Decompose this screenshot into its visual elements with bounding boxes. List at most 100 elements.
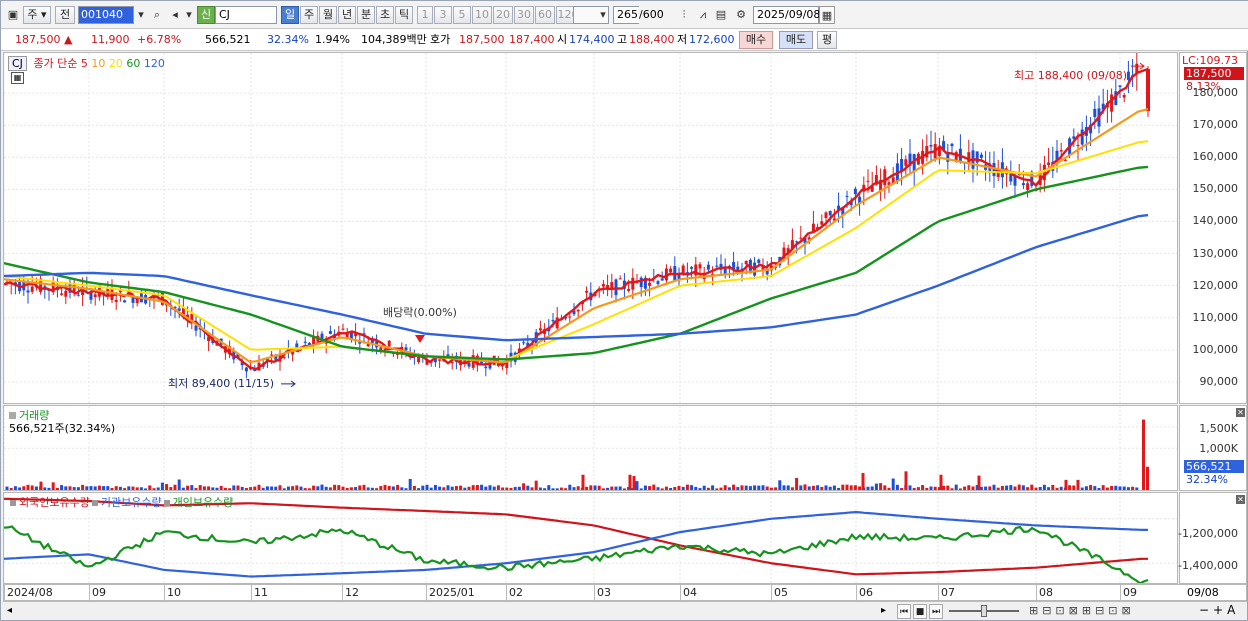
calendar-icon[interactable]: ▦ [819,6,835,24]
period-tab[interactable]: 주 [300,6,318,24]
period-tab[interactable]: 틱 [395,6,413,24]
candle-body [816,226,820,230]
volume-bar [946,485,950,490]
candle-body [841,208,845,216]
volume-bar [861,473,865,490]
prev-button[interactable]: 전 [55,6,75,24]
eval-button[interactable]: 평 [817,31,837,49]
volume-bar [1142,419,1145,490]
period-tab[interactable]: 초 [376,6,394,24]
close-icon[interactable]: ✕ [1236,495,1245,504]
minute-tab[interactable]: 5 [453,6,471,24]
volume-bar [727,487,731,490]
candles [5,53,1150,379]
candle-body [937,146,941,156]
volume-bar [358,485,362,490]
last-page-icon[interactable]: ⏭ [929,604,943,619]
volume-bar [165,484,169,490]
candle-body [1076,144,1080,147]
candle-body [312,336,316,345]
minute-tab[interactable]: 3 [434,6,452,24]
candle-body [828,210,832,216]
volume-bar [1047,487,1051,490]
volume-bar [303,488,307,490]
x-axis-label: 03 [597,586,611,599]
volume-bar [921,485,925,490]
table-icon[interactable]: ▦ [11,72,24,84]
stop-icon[interactable]: ■ [913,604,927,619]
minute-tab[interactable]: 60 [535,6,555,24]
volume-bar [450,486,454,490]
volume-bar [555,488,559,490]
volume-bar [1059,486,1063,490]
search-icon[interactable]: ⌕ [153,8,161,21]
volume-bar [526,485,530,490]
count-input[interactable]: 265 [613,6,639,24]
volume-bar [76,487,80,490]
volume-bar [606,487,610,490]
minute-tab[interactable]: 1 [417,6,433,24]
candle-body [1026,183,1030,190]
quote-bar: 187,500 ▲ 11,900 +6.78% 566,521 32.34% 1… [1,29,1248,51]
layout-icon[interactable]: ▣ [7,8,19,21]
open-label: 시 [557,33,568,46]
candle-body [114,299,118,302]
period-tab[interactable]: 분 [357,6,375,24]
scroll-right-icon[interactable]: ▸ [881,605,887,616]
unit-select[interactable] [573,6,609,24]
volume-ratio: 32.34% [267,33,309,46]
current-price: 187,500 ▲ [15,33,73,46]
zoom-handle[interactable] [981,605,987,617]
speaker-icon[interactable]: ◂ [172,8,178,21]
candle-body [274,354,278,360]
close-icon[interactable]: ✕ [1236,408,1245,417]
stock-code-input[interactable]: 001040 [78,6,134,24]
period-tab[interactable]: 월 [319,6,337,24]
minute-tab[interactable]: 30 [514,6,534,24]
sell-button[interactable]: 매도 [779,31,813,49]
date-input[interactable]: 2025/09/08 [753,6,820,24]
buy-button[interactable]: 매수 [739,31,773,49]
chevron-down-icon[interactable]: ▾ [186,8,192,21]
volume-bar [736,487,740,490]
credit-button[interactable]: 신 [197,6,215,24]
volume-bar [202,486,206,490]
chevron-down-icon[interactable]: ▾ [600,8,606,21]
x-axis-tick [680,585,681,601]
first-page-icon[interactable]: ⏮ [897,604,911,619]
volume-bar [13,486,17,490]
scroll-left-icon[interactable]: ◂ [7,605,13,616]
volume-bar [316,486,320,490]
legend-stock-name[interactable]: CJ [8,56,27,71]
volume-bar [102,486,106,490]
minute-tab[interactable]: 20 [493,6,513,24]
volume-bar [1042,484,1046,490]
period-tab[interactable]: 년 [338,6,356,24]
market-type-select[interactable]: 주 ▾ [23,6,51,24]
save-icon[interactable]: ▤ [715,8,727,21]
zoom-controls[interactable]: −+A [1199,603,1240,617]
gear-icon[interactable]: ⚙ [736,8,746,21]
volume-bar [509,487,513,490]
candle-icon[interactable]: ⫶ [682,8,686,21]
volume-bar [597,485,601,490]
candle-body [362,333,366,335]
period-tab[interactable]: 일 [281,6,299,24]
chevron-down-icon[interactable]: ▾ [138,8,144,21]
x-axis-tick [938,585,939,601]
line-chart-icon[interactable]: ⩘ [699,8,707,21]
candle-body [1042,164,1046,181]
minute-tab[interactable]: 10 [472,6,492,24]
volume-bar [538,487,542,490]
stock-name-field[interactable]: CJ [215,6,277,24]
volume-pane[interactable]: 거래량 566,521주(32.34%) [3,405,1178,491]
scroll-bar[interactable]: ◂ ▸ ⏮ ■ ⏭ ⊞⊟⊡⊠⊞⊟⊡⊠ −+A [3,601,1247,620]
legend-ma-label: 종가 단순 [33,57,78,70]
candle-body [954,152,958,162]
candle-body [190,313,194,321]
holding-pane[interactable]: 외국인보유수량 기관보유수량 개인보유수량 [3,492,1178,584]
tool-icons[interactable]: ⊞⊟⊡⊠⊞⊟⊡⊠ [1029,604,1135,617]
candle-body [723,268,727,275]
x-axis-label: 04 [683,586,697,599]
price-pane[interactable]: CJ 종가 단순 5 10 20 60 120 ▦ 최고 188,400 (09… [3,52,1178,404]
